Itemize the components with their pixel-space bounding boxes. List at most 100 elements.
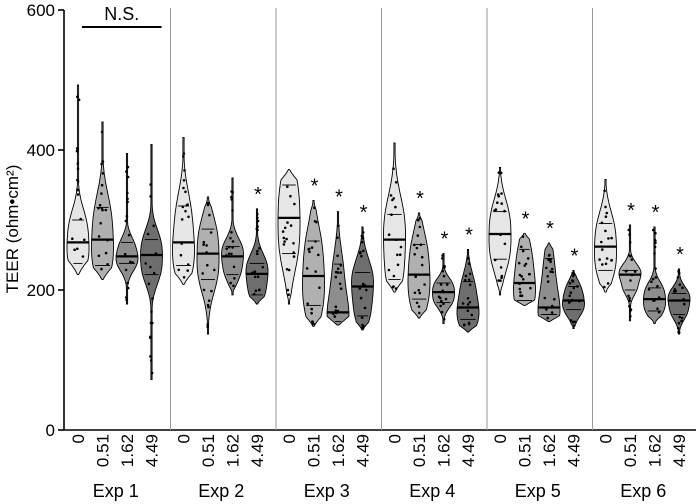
group-label: Exp 4 bbox=[409, 481, 455, 501]
data-point bbox=[677, 269, 681, 273]
data-point bbox=[600, 240, 603, 244]
data-point bbox=[571, 320, 575, 324]
data-point bbox=[549, 260, 552, 264]
data-point bbox=[333, 315, 337, 318]
data-point bbox=[653, 238, 657, 242]
data-point bbox=[419, 243, 423, 246]
data-point bbox=[281, 230, 285, 233]
data-point bbox=[206, 203, 210, 207]
x-tick-label: 0.51 bbox=[621, 434, 640, 467]
data-point bbox=[313, 206, 316, 209]
significance-star: * bbox=[416, 188, 424, 210]
data-point bbox=[76, 162, 80, 165]
violin bbox=[277, 169, 301, 305]
violin bbox=[513, 232, 536, 306]
data-point bbox=[571, 280, 575, 283]
data-point bbox=[231, 240, 235, 243]
data-point bbox=[101, 172, 105, 175]
data-point bbox=[314, 240, 317, 243]
data-point bbox=[183, 169, 186, 172]
group-label: Exp 6 bbox=[620, 481, 666, 501]
data-point bbox=[546, 275, 549, 278]
significance-star: * bbox=[652, 202, 660, 224]
data-point bbox=[98, 203, 102, 207]
x-tick-label: 0.51 bbox=[199, 434, 218, 467]
data-point bbox=[186, 263, 190, 266]
data-point bbox=[359, 296, 363, 300]
data-point bbox=[360, 254, 363, 258]
data-point bbox=[179, 253, 183, 257]
data-point bbox=[123, 252, 127, 256]
data-point bbox=[627, 254, 631, 257]
data-point bbox=[339, 287, 343, 291]
data-point bbox=[100, 267, 103, 271]
data-point bbox=[205, 251, 208, 254]
data-point bbox=[651, 277, 655, 281]
x-tick-label: 4.49 bbox=[565, 434, 584, 467]
data-point bbox=[336, 254, 339, 258]
data-point bbox=[390, 213, 393, 216]
data-point bbox=[125, 214, 129, 218]
y-tick-label: 600 bbox=[27, 1, 55, 20]
data-point bbox=[499, 233, 502, 236]
data-point bbox=[73, 248, 76, 252]
data-point bbox=[293, 202, 296, 206]
annotations: N.S. * * * * * * * * * * * * * bbox=[82, 4, 684, 267]
data-point bbox=[126, 200, 129, 204]
data-point bbox=[677, 272, 681, 275]
data-point bbox=[256, 225, 259, 228]
data-point bbox=[545, 266, 548, 270]
data-point bbox=[568, 294, 571, 298]
data-point bbox=[674, 289, 678, 293]
data-point bbox=[202, 288, 206, 292]
data-point bbox=[251, 271, 254, 275]
data-point bbox=[520, 245, 523, 249]
data-point bbox=[466, 303, 470, 306]
violin-body bbox=[407, 212, 431, 319]
x-tick-label: 1.62 bbox=[435, 434, 454, 467]
data-point bbox=[310, 311, 313, 315]
x-tick-label: 0.51 bbox=[305, 434, 324, 467]
violin bbox=[456, 248, 480, 333]
data-point bbox=[499, 171, 503, 175]
violin-body bbox=[277, 169, 301, 305]
data-point bbox=[550, 267, 554, 271]
violin bbox=[245, 208, 269, 305]
data-point bbox=[603, 285, 606, 289]
data-point bbox=[413, 243, 416, 247]
data-point bbox=[180, 242, 183, 245]
significance-star: * bbox=[441, 229, 449, 251]
data-point bbox=[521, 235, 525, 238]
data-point bbox=[578, 299, 581, 303]
data-point bbox=[332, 312, 335, 316]
data-point bbox=[630, 273, 634, 277]
data-point bbox=[336, 236, 339, 239]
data-point bbox=[361, 231, 365, 234]
x-tick-label: 0.51 bbox=[94, 434, 113, 467]
data-point bbox=[441, 269, 445, 273]
data-point bbox=[71, 237, 74, 240]
data-point bbox=[334, 305, 338, 309]
significance-star: * bbox=[522, 208, 530, 230]
data-point bbox=[255, 212, 259, 216]
x-tick-label: 4.49 bbox=[670, 434, 689, 467]
data-point bbox=[396, 253, 399, 257]
data-point bbox=[285, 268, 289, 271]
data-point bbox=[207, 305, 210, 309]
data-point bbox=[106, 263, 109, 266]
data-point bbox=[420, 255, 424, 259]
data-point bbox=[81, 255, 85, 258]
data-point bbox=[601, 263, 604, 266]
group-labels: Exp 1 Exp 2 Exp 3 Exp 4 Exp 5 Exp 6 bbox=[93, 481, 667, 501]
data-point bbox=[683, 302, 686, 306]
data-point bbox=[129, 260, 132, 264]
data-point bbox=[605, 211, 609, 215]
data-point bbox=[442, 264, 446, 268]
data-point bbox=[76, 247, 79, 251]
significance-star: * bbox=[571, 245, 579, 267]
data-point bbox=[207, 299, 211, 303]
data-point bbox=[363, 284, 367, 287]
data-point bbox=[126, 165, 130, 169]
data-point bbox=[225, 247, 228, 251]
